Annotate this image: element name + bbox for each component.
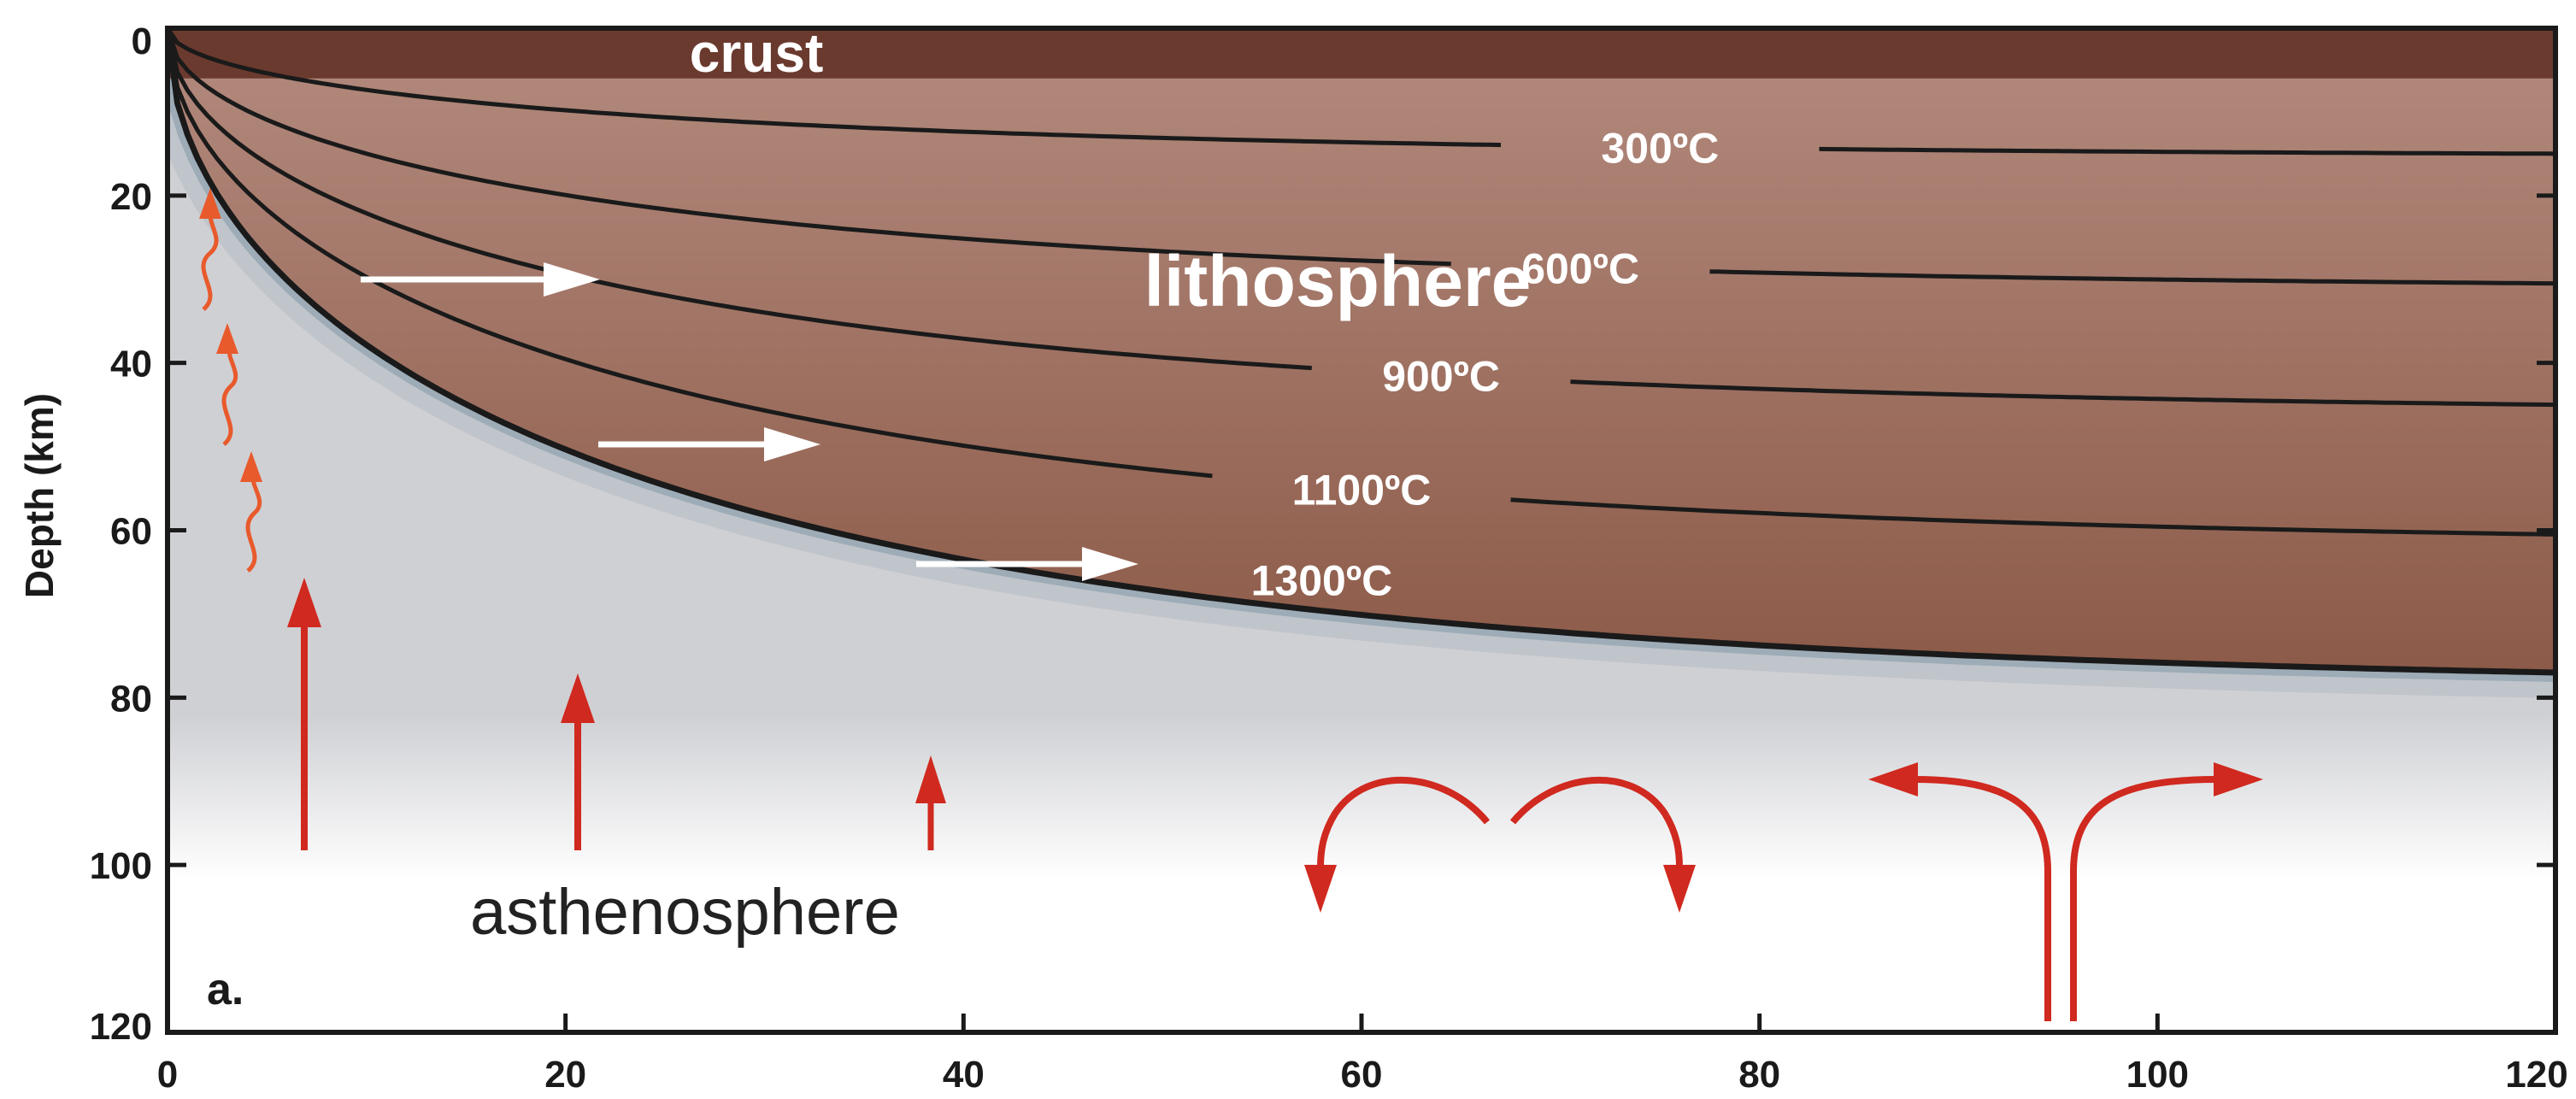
plate-arrow-3-head [1082, 547, 1138, 581]
wavy-arrow-3 [245, 478, 262, 573]
wavy-arrow-3-head [240, 451, 262, 482]
isotherm-label-3: 900ºC [1382, 352, 1500, 400]
crust-layer [168, 28, 2555, 79]
y-tick-label-80: 80 [110, 678, 152, 720]
isotherm-line-2-seg-2 [1709, 269, 2555, 286]
spreading-arrow-right [2070, 776, 2218, 1021]
spreading-arrow-right-head [2214, 762, 2263, 796]
y-axis-title: Depth (km) [17, 393, 62, 598]
panel-label: a. [207, 965, 244, 1014]
spreading-arrow-left [1914, 776, 2051, 1021]
isotherm-line-2-seg-1 [168, 28, 1451, 267]
wavy-arrow-1 [201, 215, 219, 311]
divergent-flow-arrows [1304, 777, 1696, 913]
y-tick-label-120: 120 [90, 1006, 152, 1048]
upwelling-arrows [287, 578, 946, 850]
divergent-arrow-left [1317, 777, 1491, 868]
isotherm-labels: 300ºC 600ºC 900ºC 1100ºC 1300ºC [1251, 124, 1720, 604]
upwelling-arrow-1-head [287, 578, 321, 627]
y-tick-label-100: 100 [90, 845, 152, 887]
spreading-flow-arrows [1868, 762, 2263, 1021]
isotherm-line-1-seg-1 [168, 28, 1502, 148]
x-tick-label-80: 80 [1738, 1054, 1780, 1096]
isotherm-line-3-seg-2 [1570, 379, 2555, 408]
wavy-arrow-1-head [199, 188, 221, 219]
y-axis: 0 20 40 60 80 100 120 [90, 21, 2555, 1048]
y-tick-label-20: 20 [110, 176, 152, 218]
isotherm-label-4: 1100ºC [1292, 466, 1432, 514]
asthenosphere-label: asthenosphere [470, 876, 900, 949]
spreading-arrow-left-head [1868, 762, 1918, 796]
x-tick-label-20: 20 [544, 1054, 586, 1096]
y-tick-label-40: 40 [110, 344, 152, 385]
divergent-arrow-left-head [1304, 865, 1337, 913]
wavy-arrow-2 [221, 350, 238, 446]
divergent-arrow-right [1509, 777, 1683, 868]
lithosphere-label: lithosphere [1144, 241, 1532, 321]
x-tick-label-120: 120 [2505, 1054, 2567, 1096]
x-tick-label-40: 40 [943, 1054, 985, 1096]
x-tick-label-100: 100 [2126, 1054, 2189, 1096]
y-tick-label-0: 0 [132, 21, 152, 62]
upwelling-arrow-2-head [561, 673, 595, 723]
isotherm-line-5-seg-1 [168, 28, 2555, 676]
isotherm-line-4-seg-1 [168, 28, 1213, 479]
y-tick-label-60: 60 [110, 511, 152, 553]
crust-label: crust [690, 22, 824, 84]
plate-motion-arrows [361, 262, 1138, 581]
x-tick-label-60: 60 [1341, 1054, 1383, 1096]
plate-arrow-2-head [764, 427, 820, 461]
x-tick-label-0: 0 [157, 1054, 178, 1096]
isotherm-line-4-seg-2 [1510, 497, 2555, 537]
isotherm-line-1-seg-2 [1819, 146, 2555, 156]
divergent-arrow-right-head [1663, 865, 1696, 913]
upwelling-arrow-3-head [915, 755, 946, 803]
isotherm-label-1: 300ºC [1601, 124, 1719, 172]
isotherm-line-3-seg-1 [168, 28, 1312, 371]
isotherm-label-2: 600ºC [1521, 245, 1639, 293]
isotherm-label-5: 1300ºC [1251, 557, 1393, 605]
x-axis: 0 20 40 60 80 100 120 [157, 1014, 2568, 1096]
plate-arrow-1-head [544, 262, 600, 297]
lithosphere-region [168, 28, 2555, 673]
isotherms [168, 28, 2555, 676]
wavy-arrows [199, 188, 262, 573]
wavy-arrow-2-head [216, 323, 238, 354]
